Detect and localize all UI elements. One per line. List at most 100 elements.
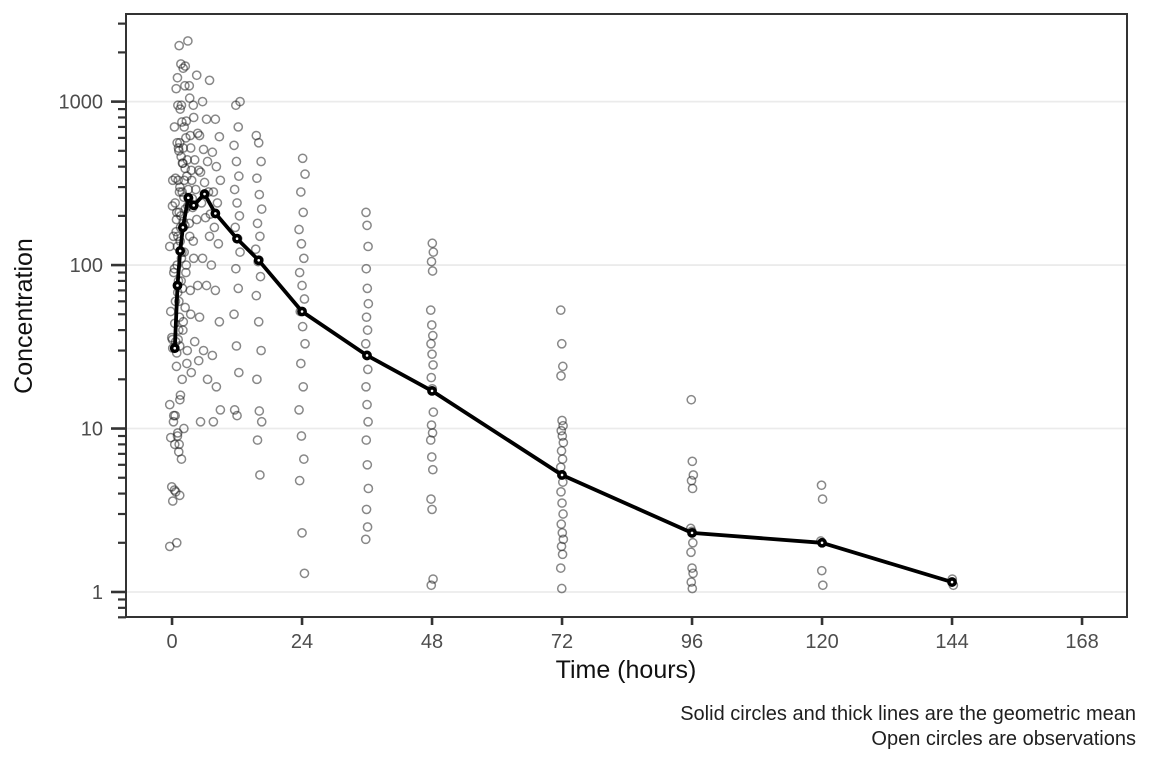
observation-point <box>298 454 309 464</box>
observation-point <box>427 504 437 515</box>
observation-point <box>426 256 437 267</box>
mean-point-center <box>560 473 564 477</box>
observation-point <box>362 399 372 410</box>
mean-line <box>172 192 954 584</box>
observation-point <box>233 283 244 294</box>
axis-tick-labels-group: 1 10 100 1000 0 24 48 72 96 120 144 168 <box>59 92 1099 653</box>
observation-point <box>191 70 202 81</box>
observation-point <box>256 156 266 167</box>
mean-point-center <box>235 237 239 240</box>
observation-point <box>252 173 262 184</box>
observation-point <box>556 583 567 594</box>
x-axis-title: Time (hours) <box>556 656 697 684</box>
observation-point <box>207 350 218 361</box>
observation-point <box>170 198 181 208</box>
panel-border <box>125 13 1128 618</box>
observation-point <box>177 187 188 197</box>
observation-point <box>298 381 309 392</box>
observation-point <box>556 425 567 436</box>
observation-point <box>202 374 213 385</box>
observation-point <box>171 83 182 94</box>
observation-point <box>555 305 566 315</box>
observation-point <box>209 222 220 233</box>
observation-point <box>295 187 306 197</box>
observation-point <box>194 312 205 323</box>
observation-point <box>174 439 185 450</box>
observation-point <box>167 175 178 186</box>
observation-point <box>687 483 698 494</box>
observation-point <box>362 364 373 375</box>
observation-point <box>363 298 374 309</box>
observation-point <box>178 143 189 153</box>
observation-point <box>556 519 567 530</box>
observation-point <box>556 486 566 497</box>
x-tick-label: 96 <box>681 631 703 653</box>
observation-point <box>184 231 195 242</box>
observation-point <box>210 114 221 125</box>
mean-point-center <box>214 212 217 215</box>
observation-point <box>172 72 183 83</box>
observation-point <box>191 214 202 225</box>
observation-point <box>180 61 191 71</box>
observation-point <box>177 374 188 385</box>
observation-point <box>688 470 699 480</box>
mean-series-group <box>169 189 957 587</box>
observation-point <box>179 175 190 186</box>
observation-point <box>170 173 181 184</box>
observation-point <box>185 143 196 153</box>
observation-point <box>201 114 212 125</box>
observation-point <box>297 280 307 291</box>
observation-point <box>294 405 304 415</box>
observation-point <box>215 405 226 415</box>
observation-point <box>361 312 372 323</box>
observation-point <box>298 207 309 218</box>
observation-point <box>169 485 180 495</box>
observation-point <box>426 494 436 504</box>
observation-point <box>210 285 221 296</box>
observation-point <box>182 358 192 369</box>
observation-point <box>193 165 204 176</box>
observation-point <box>254 406 265 416</box>
observation-point <box>179 122 190 132</box>
observation-point <box>686 475 697 486</box>
observation-point <box>186 367 197 378</box>
observation-point <box>556 446 567 456</box>
observation-point <box>170 410 181 421</box>
observation-point <box>182 155 193 165</box>
observation-point <box>363 416 373 427</box>
observation-point <box>557 431 568 441</box>
mean-point-center <box>178 249 182 253</box>
observation-point <box>232 410 242 421</box>
observation-point <box>233 171 244 181</box>
y-axis-title: Concentration <box>10 238 38 394</box>
observation-point <box>186 165 197 176</box>
observation-point <box>362 283 373 294</box>
observation-point <box>235 247 245 257</box>
observation-point <box>199 177 210 188</box>
y-tick-label: 1 <box>92 582 103 604</box>
observation-point <box>297 528 307 538</box>
x-tick-label: 120 <box>805 631 838 653</box>
observation-point <box>256 345 266 356</box>
observation-point <box>235 96 245 107</box>
observation-point <box>298 253 309 264</box>
observation-point <box>169 122 180 132</box>
observation-point <box>361 381 371 392</box>
observation-point <box>250 244 261 255</box>
observation-point <box>361 435 372 445</box>
observation-point <box>362 522 373 532</box>
observation-point <box>256 204 267 214</box>
mean-point-center <box>181 226 185 229</box>
observation-point <box>207 147 218 158</box>
observation-point <box>189 336 200 347</box>
observation-point <box>428 407 439 417</box>
y-tick-label: 100 <box>70 255 103 277</box>
observation-point <box>252 218 263 229</box>
observation-point <box>180 302 191 313</box>
x-tick-label: 48 <box>421 631 443 653</box>
observation-point <box>173 100 183 111</box>
observation-point <box>182 345 193 356</box>
observation-point <box>198 345 209 356</box>
mean-point-center <box>257 258 261 262</box>
observation-point <box>230 263 241 274</box>
